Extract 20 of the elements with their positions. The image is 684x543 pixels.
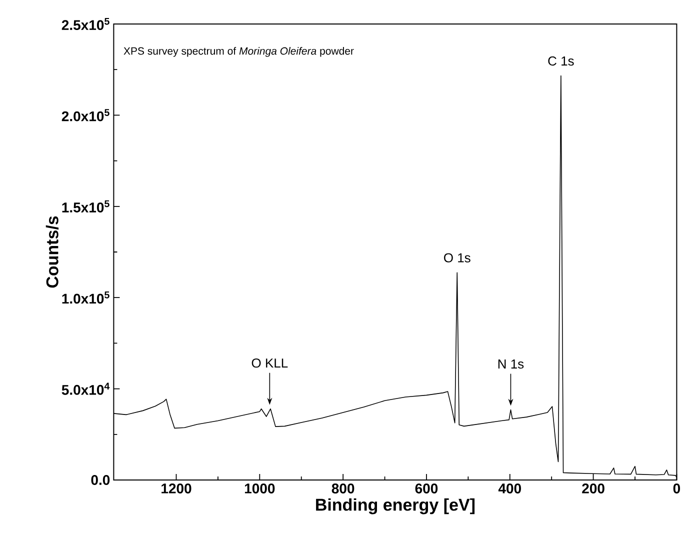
- x-tick-label: 1200: [162, 484, 192, 494]
- x-tick-label: 1000: [244, 484, 275, 494]
- y-axis-title: Counts/s: [46, 216, 59, 288]
- x-tick-label: 200: [582, 484, 604, 494]
- x-tick-label: 400: [498, 484, 521, 494]
- annotation: C 1s: [548, 56, 574, 66]
- x-tick-label: 800: [332, 484, 354, 494]
- annotation: XPS survey spectrum of Moringa Oleifera powder: [124, 47, 354, 57]
- x-tick-label: 600: [415, 484, 438, 494]
- y-tick-label: 1.0x10$^{5}$: [62, 292, 110, 304]
- annotation: O KLL: [252, 358, 288, 368]
- y-tick-label: 5.0x10$^{4}$: [62, 382, 110, 395]
- annotation: O 1s: [444, 253, 470, 262]
- annotation: N 1s: [498, 360, 524, 369]
- x-tick-label: 0: [673, 484, 680, 494]
- y-tick-label: 2.0x10$^{5}$: [62, 109, 110, 122]
- y-tick-label: 2.5x10$^{5}$: [62, 18, 110, 30]
- y-tick-label: 0.0: [91, 475, 110, 485]
- x-axis-title: Binding energy [eV]: [316, 498, 475, 514]
- y-tick-label: 1.5x10$^{5}$: [62, 200, 110, 212]
